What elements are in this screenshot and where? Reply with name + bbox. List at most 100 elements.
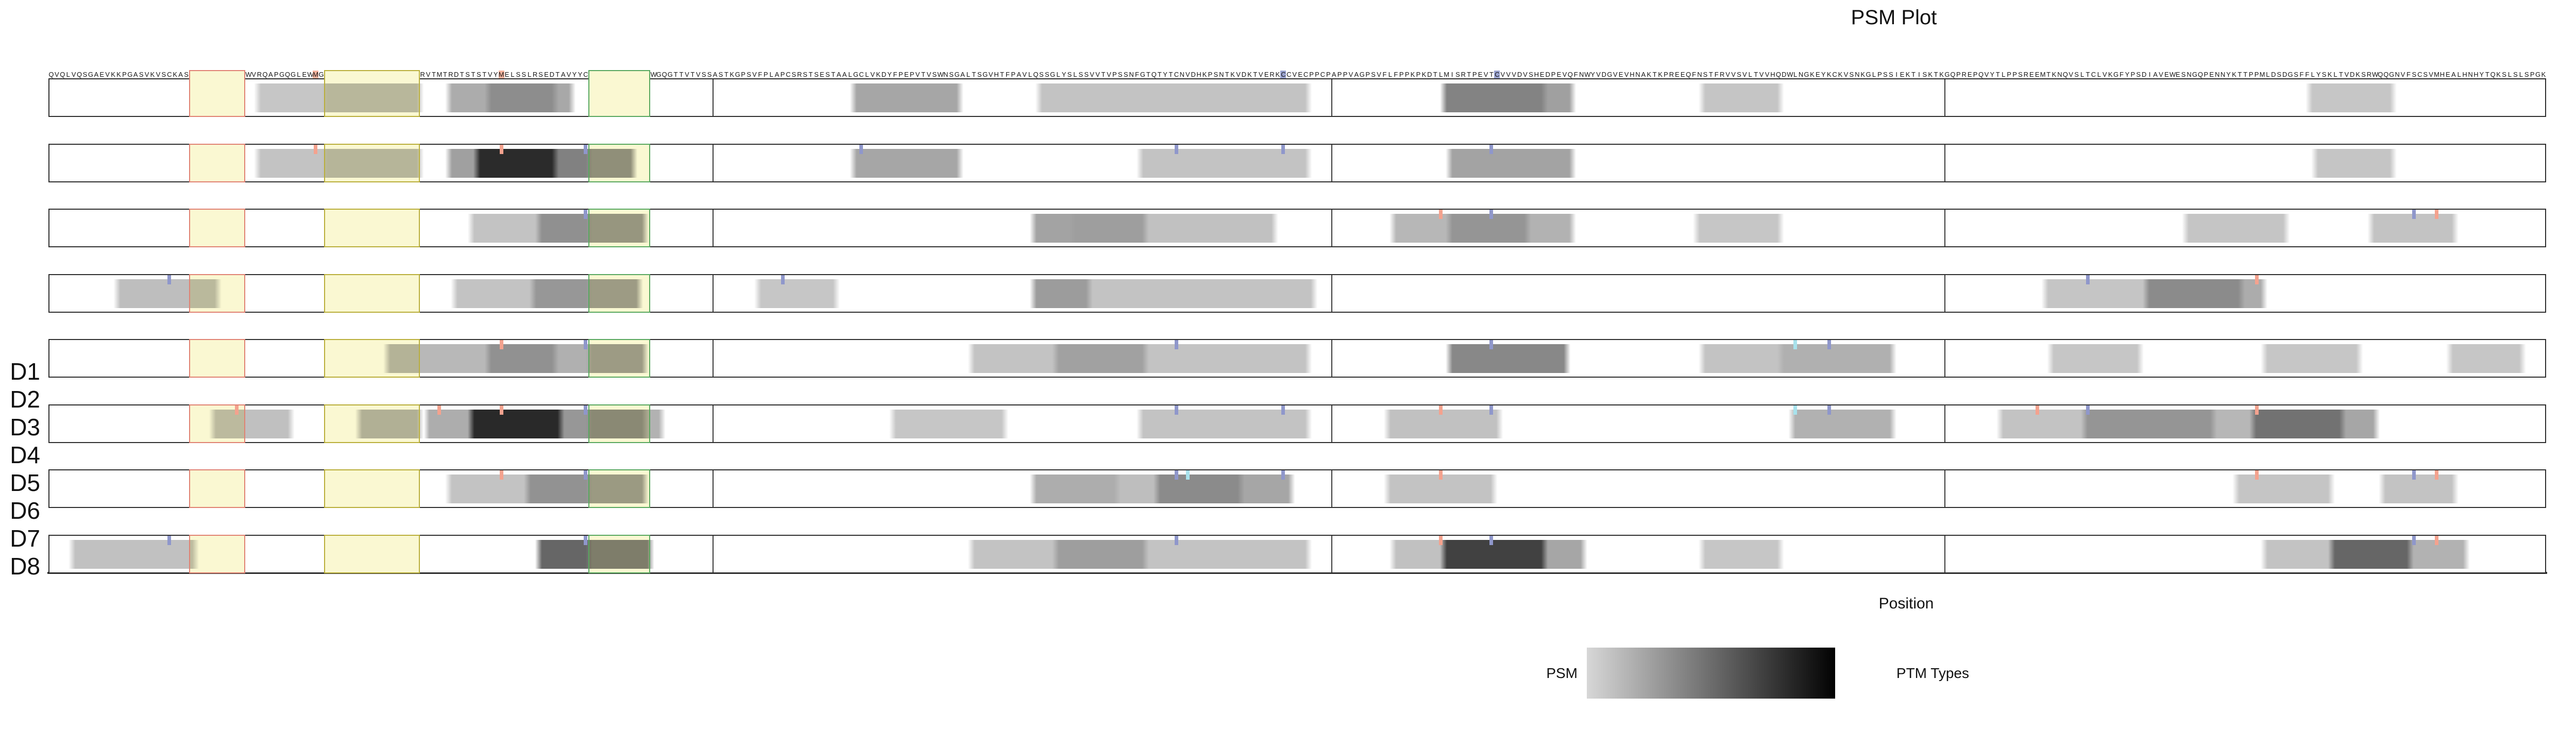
sequence-residue: S bbox=[977, 71, 982, 78]
sequence-residue: V bbox=[156, 71, 161, 78]
sequence-residue: K bbox=[150, 71, 155, 78]
sequence-residue: D bbox=[1191, 71, 1196, 78]
sequence-residue: E bbox=[1264, 71, 1269, 78]
sequence-residue: E bbox=[820, 71, 824, 78]
psm-legend-tick-label: 40 bbox=[0, 608, 1894, 624]
sequence-residue: V bbox=[915, 71, 920, 78]
ptm-tick-deamid bbox=[1793, 405, 1798, 415]
cdr-region-border bbox=[324, 274, 420, 313]
sequence-residue: S bbox=[791, 71, 796, 78]
sequence-residue: P bbox=[1343, 71, 1348, 78]
sequence-residue: A bbox=[268, 71, 273, 78]
sequence-residue: E bbox=[2035, 71, 2040, 78]
psm-legend-tick-label: 120 bbox=[0, 696, 1894, 711]
sequence-residue: Q bbox=[1950, 71, 1956, 78]
row-label-d3: D3 bbox=[10, 414, 40, 440]
sequence-residue: T bbox=[1168, 71, 1173, 78]
sequence-residue: I bbox=[1918, 71, 1920, 78]
sequence-residue: Q bbox=[262, 71, 268, 78]
sequence-residue: S bbox=[2513, 71, 2518, 78]
sequence-residue: P bbox=[1326, 71, 1331, 78]
ptm-tick-deamid bbox=[1185, 470, 1190, 480]
sequence-residue: V bbox=[1725, 71, 1730, 78]
plot-title: PSM Plot bbox=[1851, 6, 1937, 29]
sequence-residue: G bbox=[2287, 71, 2293, 78]
annotation-label-cdr-l2: CDR L2 bbox=[0, 254, 1894, 266]
ptm-tick-ox bbox=[314, 144, 318, 154]
ptm-tick-cam bbox=[2412, 535, 2416, 545]
sequence-residue: V bbox=[870, 71, 875, 78]
sequence-residue: S bbox=[1455, 71, 1460, 78]
sequence-residue: H bbox=[1770, 71, 1775, 78]
sequence-residue: D bbox=[549, 71, 555, 78]
sequence-residue: T bbox=[1253, 71, 1258, 78]
sequence-residue: V bbox=[1742, 71, 1747, 78]
sequence-residue: N bbox=[2468, 71, 2473, 78]
sequence-residue: F bbox=[2120, 71, 2124, 78]
sequence-residue: P bbox=[909, 71, 914, 78]
sequence-residue: T bbox=[1225, 71, 1229, 78]
sequence-residue: S bbox=[1883, 71, 1888, 78]
sequence-residue: P bbox=[2204, 71, 2209, 78]
domain-separator bbox=[1944, 79, 1946, 116]
sequence-residue: T bbox=[1652, 71, 1657, 78]
sequence-residue: K bbox=[2496, 71, 2501, 78]
sequence-residue: K bbox=[1647, 71, 1652, 78]
sequence-residue: V bbox=[685, 71, 689, 78]
ptm-tick-ox bbox=[499, 470, 503, 480]
sequence-residue: C bbox=[1494, 71, 1500, 78]
sequence-residue: V bbox=[2400, 71, 2405, 78]
ptm-tick-cam bbox=[167, 535, 172, 545]
psm-legend-tick bbox=[0, 725, 1, 729]
sequence-residue: N bbox=[2214, 71, 2220, 78]
sequence-residue: K bbox=[1421, 71, 1427, 78]
psm-bands bbox=[49, 344, 2546, 373]
sequence-residue: V bbox=[251, 71, 256, 78]
sequence-residue: Y bbox=[1990, 71, 1995, 78]
sequence-residue: S bbox=[1371, 71, 1376, 78]
domain-separator bbox=[1944, 210, 1946, 246]
cdr-region-border bbox=[588, 143, 651, 182]
sequence-residue: A bbox=[842, 71, 847, 78]
domain-separator bbox=[1331, 210, 1332, 246]
sequence-residue: E bbox=[1967, 71, 1972, 78]
sequence-residue: Y bbox=[2316, 71, 2321, 78]
sequence-residue: P bbox=[2530, 71, 2535, 78]
sequence-residue: M bbox=[2259, 71, 2265, 78]
sequence-residue: F bbox=[1573, 71, 1578, 78]
sequence-residue: C bbox=[1832, 71, 1837, 78]
ptm-tick-cam bbox=[2412, 470, 2416, 480]
ptm-tick-ox bbox=[499, 144, 503, 154]
sequence-residue: D bbox=[2271, 71, 2276, 78]
cdr-region-border bbox=[588, 70, 651, 117]
sequence-residue: Q bbox=[1151, 71, 1157, 78]
sequence-residue: P bbox=[1404, 71, 1410, 78]
sequence-residue: T bbox=[460, 71, 464, 78]
sequence-residue: P bbox=[741, 71, 745, 78]
sequence-residue: L bbox=[865, 71, 869, 78]
row-label-d2: D2 bbox=[10, 386, 40, 413]
cdr-region-border bbox=[189, 70, 246, 117]
sequence-residue: Q bbox=[2383, 71, 2389, 78]
sequence-residue: K bbox=[730, 71, 735, 78]
sequence-residue: S bbox=[516, 71, 521, 78]
sequence-residue: A bbox=[2451, 71, 2456, 78]
sequence-residue: L bbox=[297, 71, 301, 78]
sequence-residue: S bbox=[2277, 71, 2282, 78]
sequence-residue: C bbox=[1174, 71, 1179, 78]
sequence-residue: E bbox=[904, 71, 909, 78]
sequence-residue: E bbox=[1674, 71, 1680, 78]
cdr-region-border bbox=[189, 339, 246, 378]
sequence-residue: V bbox=[2429, 71, 2433, 78]
sequence-residue: S bbox=[2502, 71, 2506, 78]
sequence-residue: L bbox=[1388, 71, 1393, 78]
sequence-residue: C bbox=[2417, 71, 2422, 78]
sequence-residue: T bbox=[679, 71, 684, 78]
sequence-residue: Y bbox=[572, 71, 577, 78]
sequence-residue: R bbox=[2366, 71, 2372, 78]
sequence-residue: K bbox=[1202, 71, 1207, 78]
sequence-residue: D bbox=[1241, 71, 1247, 78]
sequence-residue: K bbox=[2232, 71, 2236, 78]
cdr-region-border bbox=[324, 339, 420, 378]
sequence-residue: K bbox=[1247, 71, 1252, 78]
